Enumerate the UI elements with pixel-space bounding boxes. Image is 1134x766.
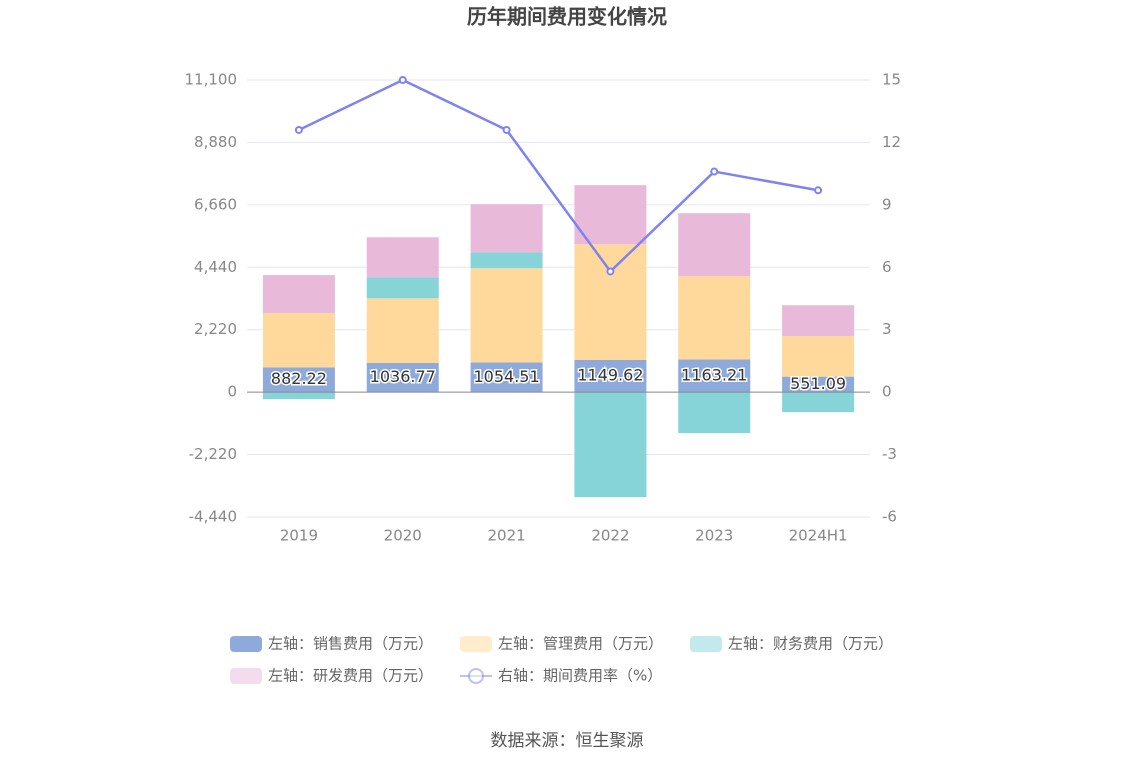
data-label: 1036.77 [370,367,436,386]
y2-tick-label: 3 [882,320,892,338]
bar [262,367,335,393]
y2-tick-label: 9 [882,195,892,213]
y2-tick-label: -3 [882,445,897,463]
legend-swatch [460,636,492,652]
chart-title: 历年期间费用变化情况 [467,5,667,29]
y-tick-label: -2,220 [189,445,237,463]
bar [262,392,335,400]
legend-swatch [690,636,722,652]
bar [574,185,647,245]
bar [574,359,647,393]
bar [574,392,647,498]
legend-label: 左轴：管理费用（万元） [498,635,663,653]
bar [470,204,543,253]
legend-swatch [230,668,262,684]
data-label: 1054.51 [473,367,539,386]
bar [262,275,335,314]
line-point [398,76,407,84]
legend-label: 左轴：销售费用（万元） [268,635,433,653]
line-point [502,125,511,134]
bar [366,362,439,393]
y-tick-label: 4,440 [194,258,237,276]
bar [678,392,751,434]
x-tick-label: 2024H1 [789,527,848,545]
y-tick-label: 8,880 [194,133,237,151]
bar [470,252,543,269]
legend-label: 右轴：期间费用率（%） [498,667,662,685]
legend-swatch [230,636,262,652]
bar [782,305,855,337]
bar [782,392,855,413]
line-point [294,125,303,134]
legend-label: 左轴：研发费用（万元） [268,667,433,685]
y2-tick-label: 15 [882,71,901,89]
x-tick-label: 2020 [384,527,422,545]
bar [678,359,751,393]
data-label: 551.09 [790,374,846,393]
x-tick-label: 2019 [280,527,318,545]
y-tick-label: 2,220 [194,320,237,338]
y-tick-label: 11,100 [185,71,238,89]
data-label: 882.22 [271,369,327,388]
bar [574,244,647,360]
bar [366,237,439,278]
source: 数据来源：恒生聚源 [491,731,644,751]
bar [782,376,855,393]
y2-tick-label: -6 [882,508,897,526]
data-label: 1149.62 [577,365,643,384]
y2-tick-label: 6 [882,258,892,276]
line [298,78,819,274]
x-tick-label: 2021 [487,527,525,545]
legend-label: 左轴：财务费用（万元） [728,635,893,653]
bar [470,268,543,363]
bar [782,336,855,377]
bar [366,298,439,363]
bar [470,362,543,393]
x-tick-label: 2022 [591,527,629,545]
y2-tick-label: 0 [882,383,892,401]
y2-tick-label: 12 [882,133,901,151]
data-label: 1163.21 [681,365,747,384]
y-tick-label: -4,440 [189,508,237,526]
y-tick-label: 0 [227,383,237,401]
line-point [710,167,719,176]
line-point [814,186,823,195]
bar [678,276,751,360]
bar [262,313,335,368]
bar [678,213,751,277]
y-tick-label: 6,660 [194,195,237,213]
legend-marker [468,668,484,684]
x-tick-label: 2023 [695,527,733,545]
line-point [606,267,615,276]
bar [366,277,439,299]
